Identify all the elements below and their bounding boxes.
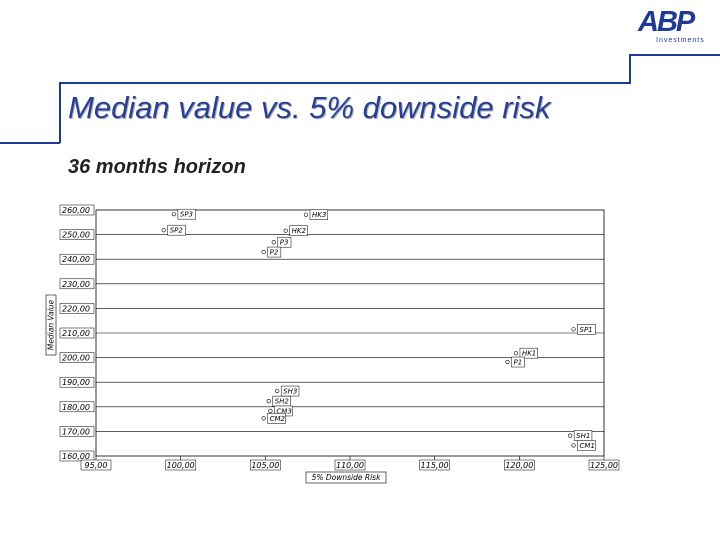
y-tick-label: 220,00 [62, 304, 90, 313]
logo-text: ABP [637, 6, 696, 38]
point-label-p3: P3 [280, 239, 289, 247]
x-tick-label: 115,00 [421, 461, 449, 470]
x-tick-label: 95,00 [85, 461, 108, 470]
slide-frame [0, 54, 720, 144]
y-tick-label: 260,00 [62, 206, 90, 215]
point-label-sp1: SP1 [580, 326, 593, 334]
y-tick-box [59, 303, 95, 314]
point-label-box [511, 356, 525, 368]
point-marker-p1 [505, 359, 510, 365]
point-label-box [577, 324, 596, 335]
y-axis-ticks: 160,00 170,00 180,00 190,00 200,00 210,00 220,… [59, 204, 95, 462]
y-tick-label: 190,00 [62, 378, 90, 387]
point-label-p1: P1 [513, 359, 522, 367]
y-axis-title: Median Value [47, 299, 56, 350]
point-label-sh1: SH1 [576, 432, 590, 440]
x-tick-label: 125,00 [590, 461, 618, 470]
scatter-chart: 160,00 170,00 180,00 190,00 200,00 210,00 220,… [45, 204, 620, 484]
y-tick-label: 170,00 [62, 427, 90, 436]
point-label-cm1: CM1 [580, 442, 595, 450]
point-marker-cm2 [261, 416, 266, 421]
x-axis-title-box [305, 471, 387, 484]
x-tick-box [165, 459, 196, 471]
point-label-sp3: SP3 [180, 211, 193, 219]
point-label-box [289, 225, 308, 236]
y-tick-box [59, 327, 95, 339]
point-marker-sp2 [161, 228, 166, 233]
y-tick-box [59, 450, 95, 462]
point-label-box [177, 208, 196, 220]
point-marker-hk1 [513, 351, 519, 356]
point-marker-sp3 [171, 212, 176, 217]
y-axis-title-box [45, 294, 57, 356]
abp-logo: ABP Investments [637, 6, 705, 44]
x-axis-ticks: 95,00 100,00 105,00 110,00 115,00 120,00 125,0… [80, 456, 620, 471]
point-label-sh2: SH2 [275, 398, 290, 406]
y-tick-label: 210,00 [62, 329, 90, 338]
y-tick-box [59, 278, 95, 290]
x-tick-box [419, 459, 450, 471]
y-tick-label: 250,00 [62, 231, 90, 240]
y-tick-label: 200,00 [62, 354, 90, 363]
point-marker-sh3 [275, 388, 280, 394]
point-label-hk2: HK2 [292, 227, 307, 235]
x-tick-box [504, 459, 535, 471]
y-tick-box [59, 229, 95, 240]
point-marker-p2 [261, 249, 266, 255]
point-label-box [519, 347, 538, 359]
point-marker-p3 [271, 240, 276, 245]
x-tick-box [80, 459, 112, 471]
point-marker-cm3 [268, 408, 273, 414]
x-tick-label: 120,00 [505, 461, 533, 470]
x-axis-title: 5% Downside Risk [312, 473, 381, 482]
point-label-box [277, 236, 292, 248]
x-tick-box [588, 459, 620, 471]
y-tick-label: 240,00 [62, 255, 90, 264]
slide-title: Median value vs. 5% downside risk [68, 90, 551, 125]
point-label-p2: P2 [270, 249, 279, 257]
point-label-cm3: CM3 [276, 407, 291, 415]
point-label-box [267, 246, 282, 258]
point-label-cm2: CM2 [270, 415, 286, 423]
point-marker-cm1 [571, 443, 576, 448]
slide-subtitle: 36 months horizon [68, 156, 246, 178]
logo-subtext: Investments [656, 37, 705, 44]
point-marker-hk2 [283, 228, 288, 233]
y-tick-box [59, 204, 95, 216]
x-tick-label: 105,00 [251, 461, 279, 470]
point-marker-sp1 [571, 327, 576, 332]
y-tick-label: 180,00 [62, 403, 90, 412]
point-label-box [309, 209, 329, 220]
point-marker-hk3 [303, 212, 309, 217]
x-tick-label: 100,00 [167, 461, 195, 470]
y-tick-box [59, 253, 95, 265]
point-label-sp2: SP2 [170, 227, 184, 235]
point-label-box [167, 224, 186, 236]
y-tick-box [59, 376, 95, 388]
y-tick-label: 160,00 [62, 452, 90, 461]
point-marker-sh1 [568, 433, 573, 438]
x-tick-box [250, 459, 281, 471]
y-tick-box [59, 352, 95, 363]
point-label-sh3: SH3 [283, 388, 297, 396]
y-tick-box [59, 401, 95, 413]
point-label-box [267, 413, 286, 424]
point-label-hk3: HK3 [312, 211, 326, 219]
y-tick-box [59, 426, 95, 437]
point-label-box [577, 440, 596, 451]
y-tick-label: 230,00 [62, 280, 90, 289]
point-marker-sh2 [266, 399, 271, 404]
x-tick-label: 110,00 [336, 461, 364, 470]
point-label-hk1: HK1 [522, 350, 536, 358]
x-tick-box [334, 459, 366, 471]
